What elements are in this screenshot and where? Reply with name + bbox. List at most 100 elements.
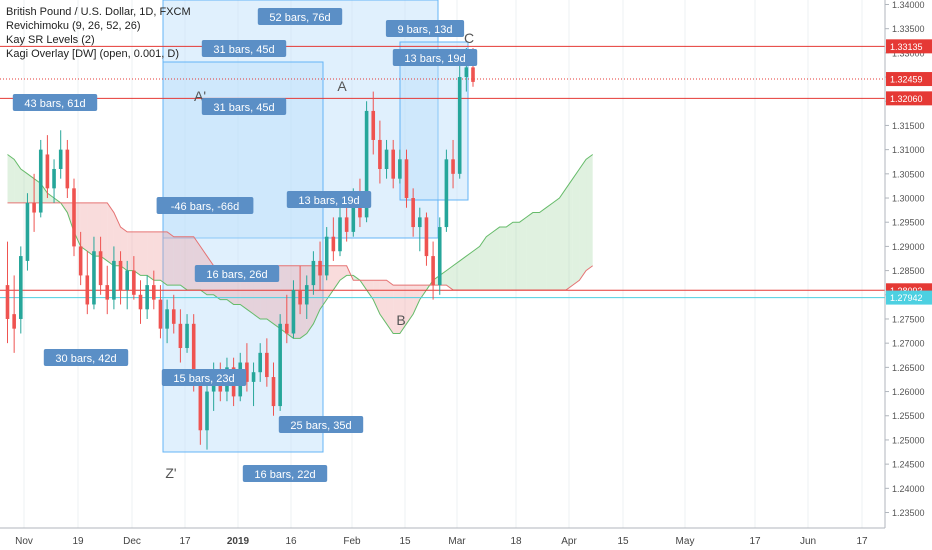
candle-body[interactable] [205,391,209,431]
y-tick-label: 1.34000 [892,0,925,10]
candle-body[interactable] [12,314,16,329]
candle-body[interactable] [185,323,189,349]
candle-body[interactable] [278,323,282,407]
candle-body[interactable] [191,323,196,382]
y-tick-label: 1.30500 [892,169,925,179]
measure-label-box [201,98,287,115]
measure-label: 31 bars, 45d [213,44,274,56]
candle-body[interactable] [178,323,183,349]
candle-body[interactable] [38,149,43,213]
candle-body[interactable] [145,285,149,310]
cloud-segment [406,285,414,324]
candle-body[interactable] [58,149,63,169]
price-badge-label: 1.33135 [890,42,923,52]
cloud-segment [300,265,307,339]
candle-body[interactable] [138,294,143,310]
candle-body[interactable] [105,285,110,300]
candle-body[interactable] [118,260,123,290]
candle-body[interactable] [19,256,23,319]
measure-box[interactable] [162,61,324,453]
candle-body[interactable] [398,159,402,179]
candle-body[interactable] [98,251,103,286]
candle-body[interactable] [245,362,249,382]
cloud-segment [7,154,15,203]
cloud-segment [173,236,181,286]
candle-body[interactable] [418,217,422,228]
candle-body[interactable] [404,159,409,199]
candle-body[interactable] [384,149,389,169]
candle-body[interactable] [338,217,342,252]
candle-body[interactable] [344,217,349,232]
cloud-segment [539,207,547,290]
measure-label-box [194,265,280,282]
candle-body[interactable] [5,285,10,319]
y-tick-label: 1.24500 [892,460,925,470]
candle-body[interactable] [52,168,56,189]
candle-body[interactable] [451,159,455,174]
candle-body[interactable] [324,236,329,276]
candle-body[interactable] [431,256,435,286]
cloud-segment [473,246,480,290]
measure-box[interactable] [399,41,469,201]
measure-label-box [161,369,247,386]
candle-body[interactable] [391,149,395,179]
cloud-segment [160,231,168,286]
candle-body[interactable] [25,202,30,261]
x-tick-label: 18 [510,536,522,547]
candle-body[interactable] [318,260,322,276]
cloud-segment [453,260,460,290]
x-tick-label: 16 [285,536,297,547]
measure-label-box [201,40,287,57]
candle-body[interactable] [311,260,316,286]
candle-body[interactable] [457,77,462,174]
candle-body[interactable] [72,188,76,247]
candle-body[interactable] [298,289,302,305]
candle-body[interactable] [331,236,336,252]
candle-body[interactable] [65,149,70,189]
candle-body[interactable] [371,110,376,140]
cloud-segment [379,280,387,324]
cloud-segment [519,217,527,290]
candle-body[interactable] [285,323,289,334]
candle-body[interactable] [437,227,442,286]
candle-body[interactable] [378,139,382,169]
cloud-segment [113,212,121,266]
measure-label: 16 bars, 26d [206,269,267,281]
candle-body[interactable] [152,285,156,300]
candle-body[interactable] [291,289,296,334]
candle-body[interactable] [32,202,36,213]
candle-body[interactable] [78,246,83,276]
candle-body[interactable] [198,381,203,431]
candle-body[interactable] [165,309,169,329]
y-tick-label: 1.26000 [892,387,925,397]
candle-body[interactable] [132,270,136,295]
candle-body[interactable] [251,372,256,382]
candle-body[interactable] [258,352,262,373]
candle-body[interactable] [112,260,116,300]
x-tick-label: Mar [448,536,466,547]
candle-body[interactable] [444,159,449,228]
candle-body[interactable] [158,299,163,329]
candle-body[interactable] [424,217,429,257]
candle-body[interactable] [171,309,176,324]
candle-body[interactable] [45,154,50,189]
candle-body[interactable] [125,270,129,290]
candle-body[interactable] [464,67,469,78]
candle-body[interactable] [271,377,276,407]
cloud-segment [386,280,394,334]
candle-body[interactable] [411,198,415,228]
candle-body[interactable] [92,251,96,305]
cloud-segment [413,285,420,315]
candle-body[interactable] [471,67,475,82]
cloud-segment [526,212,533,290]
candle-body[interactable] [364,110,369,218]
cloud-segment [20,168,28,203]
candle-body[interactable] [351,202,356,232]
candle-body[interactable] [304,285,309,305]
price-badge-label: 1.27942 [890,293,923,303]
candle-body[interactable] [85,275,90,305]
cloud-segment [499,227,507,290]
candle-body[interactable] [265,352,269,378]
candle-body[interactable] [358,202,362,218]
